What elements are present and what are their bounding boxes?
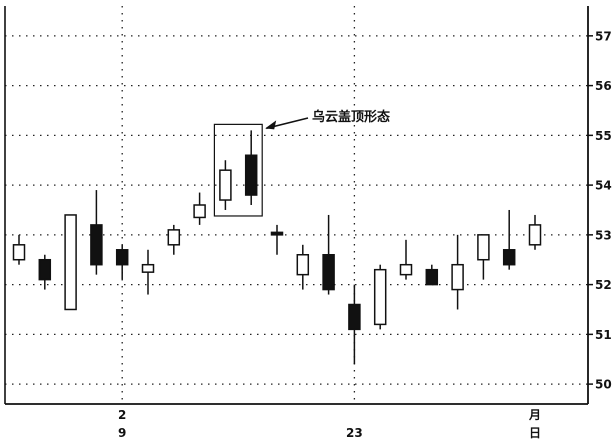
axis-layer: 50 51 52 53 54 55 56 57 2 9 23 月日 <box>4 6 612 440</box>
grid-layer <box>5 6 588 404</box>
candle-body-up <box>219 169 232 201</box>
candle <box>64 214 77 311</box>
x-tick-label: 23 <box>346 426 363 440</box>
candle-body-down <box>38 258 52 281</box>
candles-layer <box>12 130 542 365</box>
candle <box>399 239 413 280</box>
candle-body-up <box>167 229 181 246</box>
candle-body-up <box>64 214 77 311</box>
candle <box>296 244 310 290</box>
candle <box>373 264 387 330</box>
x-tick-label: 月 <box>528 408 541 422</box>
annotation-layer: 乌云盖顶形态 <box>213 109 390 217</box>
candle-body-up <box>477 234 490 261</box>
candle <box>193 192 206 225</box>
pattern-highlight-box <box>213 123 263 217</box>
y-tick-label: 53 <box>595 228 612 242</box>
candle <box>502 209 516 270</box>
x-tick-label: 9 <box>118 426 126 440</box>
candle <box>12 234 26 265</box>
candle <box>270 224 284 255</box>
candle-body-up <box>451 263 464 291</box>
y-tick-label: 54 <box>595 179 612 193</box>
candle-body-up <box>296 254 310 276</box>
x-tick-label: 2 <box>118 408 126 422</box>
candle <box>90 190 103 275</box>
annotation-label: 乌云盖顶形态 <box>312 109 390 125</box>
x-tick-label: 日 <box>529 426 541 440</box>
candle <box>322 214 335 295</box>
candle <box>244 130 258 205</box>
candle-body-down <box>502 249 516 266</box>
candle-body-up <box>12 244 26 261</box>
candle-body-down <box>270 231 284 236</box>
candle <box>425 264 439 286</box>
y-tick-label: 52 <box>595 278 612 292</box>
candle <box>219 160 232 210</box>
candle <box>38 254 52 290</box>
y-tick-label: 57 <box>595 29 612 43</box>
candle-body-up <box>141 263 155 273</box>
candle <box>528 214 542 250</box>
candle-body-down <box>425 268 439 286</box>
y-tick-label: 55 <box>595 129 612 143</box>
candle-body-up <box>373 268 387 326</box>
candle-body-up <box>399 263 413 276</box>
candle-body-down <box>90 224 103 266</box>
annotation-arrowhead <box>265 120 277 130</box>
y-tick-label: 56 <box>595 79 612 93</box>
candle <box>451 234 464 310</box>
candle <box>141 249 155 295</box>
candle-body-up <box>193 204 206 219</box>
candle <box>348 284 361 365</box>
candle <box>115 244 129 280</box>
candle-body-down <box>348 303 361 331</box>
candle-body-down <box>244 154 258 196</box>
candle-body-down <box>115 249 129 266</box>
candle <box>167 224 181 255</box>
candle-body-down <box>322 254 335 291</box>
candle-body-up <box>528 224 542 246</box>
candle <box>477 234 490 280</box>
y-tick-label: 50 <box>595 378 612 392</box>
y-tick-label: 51 <box>595 328 612 342</box>
